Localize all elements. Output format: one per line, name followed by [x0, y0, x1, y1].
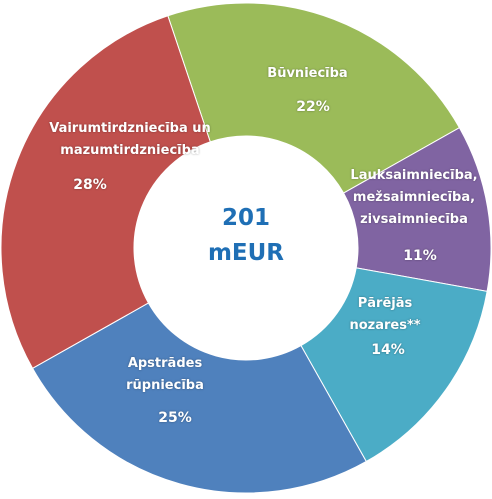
slice-label: Pārējās nozares** [349, 296, 421, 333]
slice [300, 267, 488, 463]
slice-label: Būvniecība [267, 66, 348, 81]
value-label: 11% [403, 248, 437, 264]
slice-label: Apstrādes rūpniecība [126, 356, 204, 393]
value-label: 14% [371, 342, 405, 358]
slice [31, 302, 367, 494]
slice [167, 2, 461, 194]
slice-label: Lauksaimniecība, mežsaimniecība, zivsaim… [350, 168, 478, 227]
center-value: 201 [221, 205, 270, 231]
slice-label: Vairumtirdzniecība un mazumtirdzniecība [49, 121, 211, 158]
value-label: 22% [296, 99, 330, 115]
value-label: 25% [158, 410, 192, 426]
slice [0, 15, 211, 369]
center-unit: mEUR [207, 240, 285, 266]
value-label: 28% [73, 177, 107, 193]
